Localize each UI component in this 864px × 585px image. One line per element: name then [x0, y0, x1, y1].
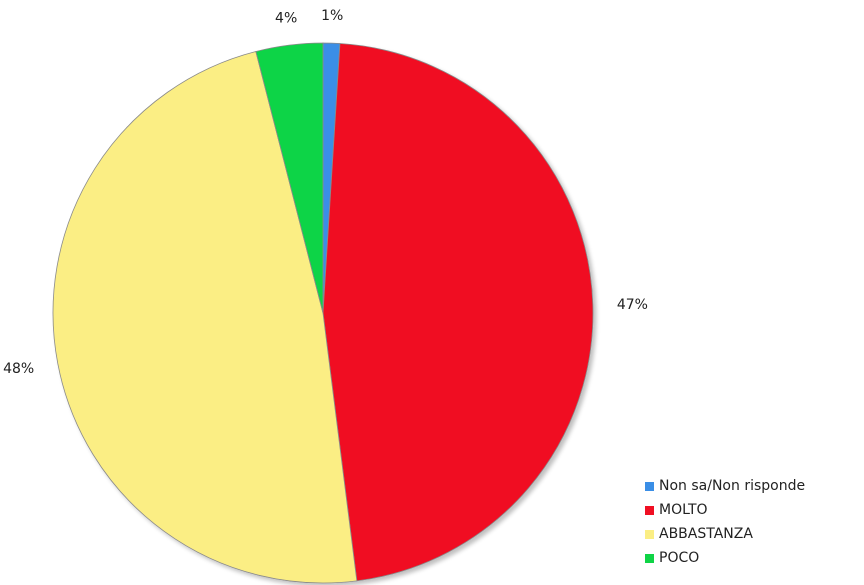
legend-label-poco: POCO	[659, 550, 700, 566]
pie-slice-poco	[255, 42, 324, 314]
legend-item-poco: POCO	[645, 546, 860, 570]
data-label-poco: 4%	[275, 10, 297, 26]
legend-item-molto: MOLTO	[645, 498, 860, 522]
legend: Non sa/Non risponde MOLTO ABBASTANZA POC…	[645, 474, 860, 570]
data-label-abbastanza: 48%	[3, 361, 34, 377]
legend-swatch-molto	[645, 505, 654, 515]
legend-swatch-non-sa	[645, 481, 654, 491]
pie-slices	[52, 42, 594, 584]
legend-item-non-sa: Non sa/Non risponde	[645, 474, 860, 498]
data-label-non-sa-non-risponde: 1%	[321, 8, 343, 24]
pie-slice-molto	[322, 43, 594, 582]
legend-swatch-poco	[645, 553, 654, 563]
pie-slice-abbastanza	[52, 50, 358, 584]
pie-data-labels: 1% 47% 48% 4%	[3, 8, 648, 377]
legend-swatch-abbastanza	[645, 529, 654, 539]
legend-label-abbastanza: ABBASTANZA	[659, 526, 753, 542]
legend-label-non-sa: Non sa/Non risponde	[659, 478, 806, 494]
legend-item-abbastanza: ABBASTANZA	[645, 522, 860, 546]
legend-label-molto: MOLTO	[659, 502, 708, 518]
data-label-molto: 47%	[617, 297, 648, 313]
